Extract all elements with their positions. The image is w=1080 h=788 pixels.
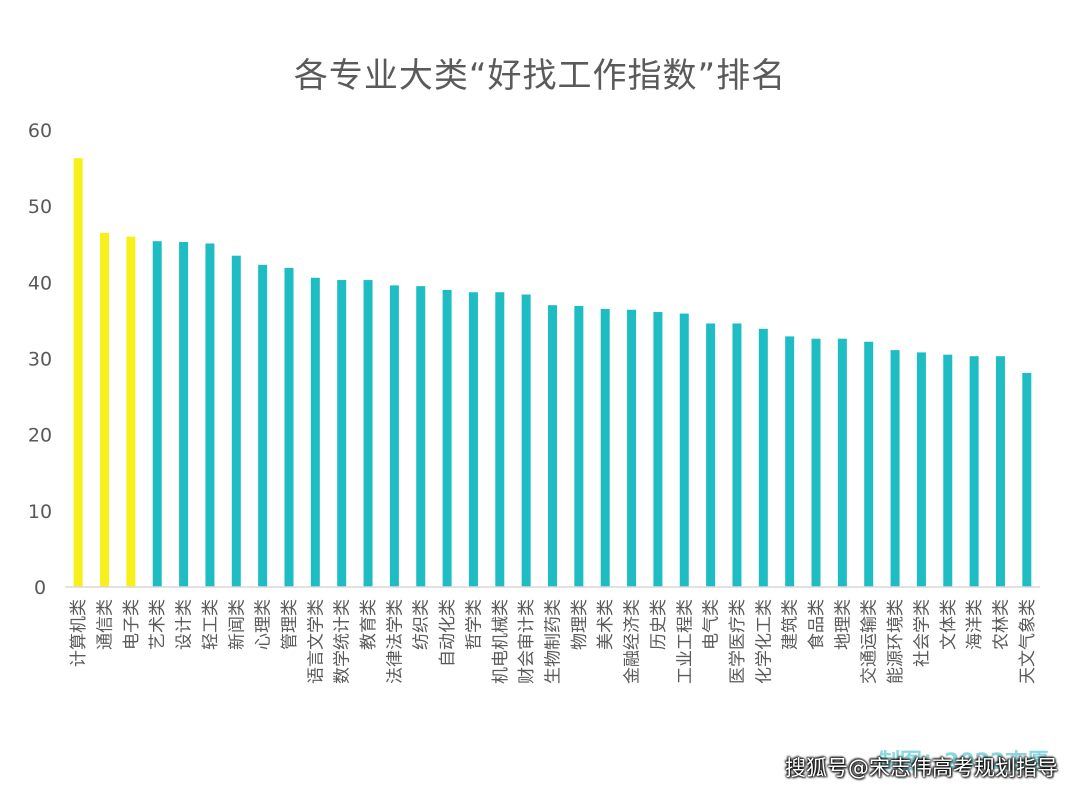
bar — [363, 280, 373, 587]
y-tick-label: 0 — [34, 577, 46, 599]
x-tick-label: 艺术类 — [148, 599, 168, 650]
x-tick-label: 哲学类 — [464, 599, 484, 650]
bars-group — [73, 158, 1032, 588]
x-tick-label: 文体类 — [939, 599, 959, 650]
x-tick-label: 新闻类 — [227, 599, 247, 650]
chart-title: 各专业大类“好找工作指数”排名 — [293, 56, 787, 96]
x-tick-label: 美术类 — [596, 599, 616, 650]
x-tick-label: 语言文学类 — [306, 599, 326, 684]
bar — [337, 280, 347, 587]
x-tick-label: 纺织类 — [412, 599, 432, 650]
x-tick-label: 食品类 — [807, 599, 827, 650]
bar — [600, 308, 610, 587]
bar — [73, 158, 83, 587]
bar — [310, 277, 320, 587]
y-tick-label: 20 — [28, 425, 52, 447]
x-tick-label: 物理类 — [570, 599, 590, 650]
bar — [574, 305, 584, 587]
y-tick-label: 40 — [28, 272, 52, 294]
bar — [969, 356, 979, 587]
bar — [258, 264, 268, 587]
x-tick-label: 历史类 — [649, 599, 669, 650]
bar — [152, 241, 162, 587]
x-tick-label: 医学医疗类 — [728, 599, 748, 684]
x-tick-label: 管理类 — [280, 599, 300, 650]
x-tick-label: 设计类 — [175, 599, 195, 650]
bar — [231, 255, 241, 588]
y-tick-label: 30 — [28, 349, 52, 371]
x-tick-label: 交通运输类 — [860, 599, 880, 684]
x-tick-label: 社会学类 — [912, 599, 932, 667]
bar — [627, 309, 637, 587]
chart-credit: 制图：2022志愿 — [878, 750, 1050, 775]
bar — [653, 312, 663, 587]
bar — [179, 241, 189, 587]
bar — [732, 323, 742, 587]
watermark: 搜狐号@宋志伟高考规划指导 — [785, 756, 1058, 780]
x-tick-label: 建筑类 — [781, 599, 801, 650]
y-axis: 0 10 20 30 40 50 60 — [28, 120, 52, 599]
bar — [706, 323, 716, 587]
bar — [864, 341, 874, 587]
bar — [389, 285, 399, 587]
bar — [284, 267, 294, 587]
bar — [837, 338, 847, 587]
bar — [468, 292, 478, 587]
bar — [1022, 372, 1032, 587]
x-tick-label: 计算机类 — [69, 599, 89, 667]
bar — [495, 292, 505, 587]
y-tick-label: 50 — [28, 196, 52, 218]
bar — [785, 336, 795, 587]
bar — [943, 354, 953, 587]
y-tick-label: 60 — [28, 120, 52, 142]
x-tick-label: 机电机械类 — [491, 599, 511, 684]
x-tick-label: 财会审计类 — [517, 599, 537, 684]
x-tick-label: 化学化工类 — [754, 599, 774, 684]
x-tick-label: 工业工程类 — [675, 599, 695, 684]
bar — [811, 338, 821, 587]
bar — [205, 243, 215, 587]
bar — [126, 236, 136, 587]
x-tick-label: 电子类 — [122, 599, 142, 650]
x-tick-label: 教育类 — [359, 599, 379, 650]
y-tick-label: 10 — [28, 501, 52, 523]
x-axis: 计算机类 通信类 电子类 艺术类 设计类 轻工类 新闻类 心理类 管理类 语言文学类 数学统计类 教育… — [69, 599, 1038, 684]
bar — [916, 352, 926, 587]
x-tick-label: 心理类 — [254, 599, 274, 650]
x-tick-label: 轻工类 — [201, 599, 221, 650]
x-tick-label: 电气类 — [702, 599, 722, 650]
x-tick-label: 农林类 — [991, 599, 1011, 650]
bar — [890, 350, 900, 587]
bar — [679, 313, 689, 587]
x-tick-label: 金融经济类 — [623, 599, 643, 684]
x-tick-label: 生物制药类 — [544, 599, 564, 684]
x-tick-label: 天文气象类 — [1018, 599, 1038, 684]
x-tick-label: 自动化类 — [438, 599, 458, 667]
x-tick-label: 法律法学类 — [385, 599, 405, 684]
bar — [416, 286, 426, 587]
x-tick-label: 通信类 — [96, 599, 116, 650]
x-tick-label: 能源环境类 — [886, 599, 906, 684]
x-tick-label: 数学统计类 — [333, 599, 353, 684]
bar — [548, 305, 557, 587]
bar — [758, 328, 768, 587]
bar — [521, 294, 531, 587]
x-tick-label: 海洋类 — [965, 599, 985, 650]
bar — [100, 232, 110, 587]
bar — [995, 356, 1005, 587]
bar — [442, 289, 452, 587]
x-tick-label: 地理类 — [833, 599, 853, 650]
